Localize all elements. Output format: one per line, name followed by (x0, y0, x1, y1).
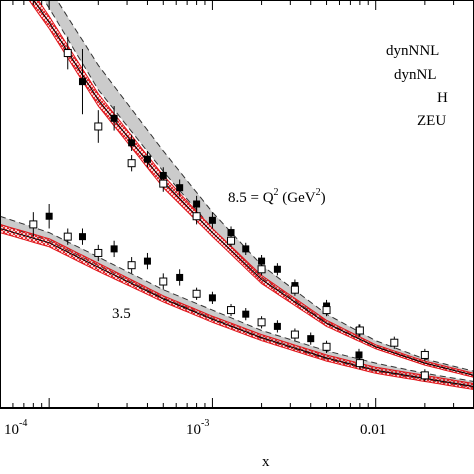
data-point-filled (143, 257, 151, 265)
data-point-open (420, 350, 429, 359)
data-point-filled (208, 216, 216, 224)
central-curve (0, 228, 474, 388)
data-point-filled (110, 114, 118, 122)
data-point-filled (273, 265, 281, 273)
legend-entry-zeu: ZEU (417, 113, 446, 129)
points-8-5 (63, 36, 429, 362)
data-point-open (159, 179, 168, 188)
data-point-filled (273, 322, 281, 330)
data-point-filled (242, 245, 250, 253)
data-point-open (159, 277, 168, 286)
data-point-filled (355, 351, 363, 359)
data-point-open (192, 289, 201, 298)
annotation-q2-label: 8.5 = Q2 (GeV2) (228, 187, 326, 206)
central-curve (33, 0, 474, 376)
data-point-filled (176, 273, 184, 281)
data-point-open (322, 342, 331, 351)
data-point-open (63, 49, 72, 58)
x-tick-label-0-01: 0.01 (360, 422, 386, 438)
data-point-open (227, 236, 236, 245)
data-point-filled (128, 139, 136, 147)
x-tick-label-1e-3: 10-3 (186, 418, 209, 438)
data-point-filled (193, 200, 201, 208)
data-point-open (257, 265, 266, 274)
data-point-open (63, 232, 72, 241)
data-point-filled (307, 335, 315, 343)
data-point-open (390, 338, 399, 347)
legend-entry-dynnnl: dynNNL (386, 43, 439, 59)
data-point-filled (78, 78, 86, 86)
data-point-open (355, 359, 364, 368)
data-point-open (94, 122, 103, 131)
annotation-3-5-label: 3.5 (112, 306, 131, 322)
legend: dynNNL dynNL H ZEU (386, 43, 448, 129)
data-point-open (420, 371, 429, 380)
data-point-open (94, 248, 103, 257)
data-point-filled (110, 245, 118, 253)
data-point-filled (242, 310, 250, 318)
data-point-filled (227, 229, 235, 237)
data-point-open (127, 261, 136, 270)
data-point-filled (258, 257, 266, 265)
band-gray (0, 216, 474, 388)
series-3-5 (0, 215, 474, 391)
data-point-open (257, 318, 266, 327)
plot-frame (0, 0, 474, 409)
data-point-filled (45, 212, 53, 220)
data-point-filled (176, 184, 184, 192)
data-point-open (227, 306, 236, 315)
data-point-filled (208, 294, 216, 302)
points-3-5 (29, 204, 429, 382)
data-point-open (290, 330, 299, 339)
band-gray-upper-line (56, 0, 474, 372)
legend-entry-h: H (437, 90, 448, 106)
data-point-open (29, 220, 38, 229)
data-point-open (192, 212, 201, 221)
data-point-filled (78, 233, 86, 241)
data-point-open (322, 306, 331, 315)
band-red (0, 223, 474, 391)
data-point-open (355, 326, 364, 335)
x-tick-label-1e-4: 10-4 (4, 418, 27, 438)
x-axis-label: x (262, 454, 270, 470)
legend-entry-dynnl: dynNL (394, 67, 437, 83)
data-point-open (290, 285, 299, 294)
data-point-open (127, 159, 136, 168)
data-point-filled (143, 155, 151, 163)
